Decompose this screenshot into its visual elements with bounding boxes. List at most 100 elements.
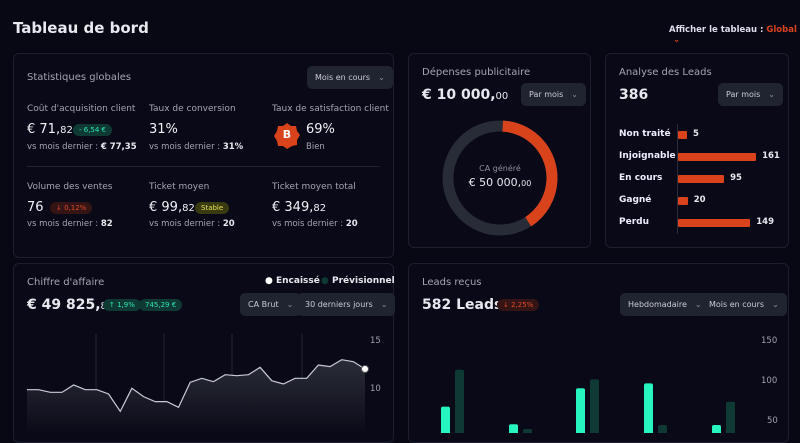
cac-value: € 71,82 xyxy=(27,122,73,137)
lead-row-label: Non traité xyxy=(619,129,671,139)
divider xyxy=(27,166,380,167)
ads-value: € 10 000,00 xyxy=(422,87,509,103)
chevron-down-icon: ⌄ xyxy=(673,35,681,45)
view-value: Global xyxy=(766,25,797,35)
lead-row-label: En cours xyxy=(619,173,663,183)
bar-previsionnel xyxy=(590,379,599,433)
chevron-down-icon: ⌄ xyxy=(380,300,388,309)
stats-title: Statistiques globales xyxy=(27,72,132,83)
bar-encaisse xyxy=(509,424,518,433)
dropdown-label: CA Brut xyxy=(248,300,279,309)
dropdown-label: Mois en cours xyxy=(709,300,765,309)
donut-center-value: € 50 000,00 xyxy=(468,176,532,189)
lead-row-label: Gagné xyxy=(619,195,652,205)
lead-bar xyxy=(678,219,751,227)
ticket-value: € 99,82 xyxy=(149,200,195,215)
bar-encaisse xyxy=(644,383,653,433)
lead-bar-value: 161 xyxy=(762,151,780,161)
bar-previsionnel xyxy=(523,429,532,433)
bar-previsionnel xyxy=(726,401,735,433)
bar-axis xyxy=(677,124,678,234)
volume-value: 76 xyxy=(27,200,44,215)
revenue-growth-badge: ↑ 1,9% xyxy=(103,299,141,311)
y-tick: 15 xyxy=(370,336,381,346)
bar-previsionnel xyxy=(658,425,667,433)
revenue-title: Chiffre d'affaire xyxy=(27,277,105,288)
y-tick: 50 xyxy=(767,416,778,426)
y-tick: 100 xyxy=(761,376,778,386)
conversion-label: Taux de conversion xyxy=(149,104,236,114)
leads-value: 582 Leads xyxy=(422,297,503,313)
view-label: Afficher le tableau : xyxy=(669,25,764,35)
line-series-encaisse xyxy=(27,359,366,413)
y-tick: 10 xyxy=(370,384,381,394)
dropdown-label: Mois en cours xyxy=(315,73,371,82)
lead-bar xyxy=(678,131,687,139)
donut-chart xyxy=(442,120,558,236)
lead-bar-value: 5 xyxy=(693,129,699,139)
lead-bar-value: 95 xyxy=(730,173,742,183)
stats-period-dropdown[interactable]: Mois en cours ⌄ xyxy=(307,66,393,89)
volume-badge: ↓ 0,12% xyxy=(50,202,93,214)
view-selector[interactable]: Afficher le tableau : Global ⌄ xyxy=(669,25,800,45)
lead-bar xyxy=(678,197,688,205)
legend-encaisse: ● Encaissé xyxy=(265,276,320,286)
lead-bar xyxy=(678,153,757,161)
ticket-total-sub: vs mois dernier : 20 xyxy=(272,219,358,229)
lead-bar xyxy=(678,175,725,183)
satisfaction-value: 69% xyxy=(306,122,335,137)
satisfaction-label: Taux de satisfaction client xyxy=(272,104,389,114)
leads-total: 386 xyxy=(619,87,649,103)
ticket-sub: vs mois dernier : 20 xyxy=(149,219,235,229)
bar-encaisse xyxy=(712,425,721,433)
page-title: Tableau de bord xyxy=(13,19,149,37)
ticket-label: Ticket moyen xyxy=(149,182,210,192)
conversion-value: 31% xyxy=(149,122,178,137)
bar-previsionnel xyxy=(455,369,464,433)
leads-frequency-dropdown[interactable]: Hebdomadaire ⌄ xyxy=(620,293,710,316)
ca-type-dropdown[interactable]: CA Brut ⌄ xyxy=(240,293,302,316)
line-area xyxy=(27,359,365,433)
volume-sub: vs mois dernier : 82 xyxy=(27,219,113,229)
bar-encaisse xyxy=(441,406,450,433)
dropdown-label: Par mois xyxy=(529,90,564,99)
revenue-amount-badge: 745,29 € xyxy=(139,299,183,311)
revenue-period-dropdown[interactable]: 30 derniers jours ⌄ xyxy=(297,293,396,316)
bar-encaisse xyxy=(576,388,585,433)
dropdown-label: 30 derniers jours xyxy=(305,300,373,309)
cac-sub: vs mois dernier : € 77,35 xyxy=(27,142,137,152)
chevron-down-icon: ⌄ xyxy=(378,73,385,82)
revenue-line-chart xyxy=(27,334,369,433)
revenue-value: € 49 825,82 xyxy=(27,297,113,313)
cac-badge: - 6,54 € xyxy=(73,124,113,136)
chevron-down-icon: ⌄ xyxy=(772,300,779,309)
ads-title: Dépenses publicitaire xyxy=(422,67,531,78)
dropdown-label: Par mois xyxy=(726,90,761,99)
line-point xyxy=(361,365,369,374)
lead-row-label: Perdu xyxy=(619,217,649,227)
grade-badge-icon: B xyxy=(273,122,301,150)
y-tick: 150 xyxy=(761,336,778,346)
leads-period-dropdown2[interactable]: Mois en cours ⌄ xyxy=(701,293,787,316)
ticket-total-value: € 349,82 xyxy=(272,200,327,215)
leads-period-dropdown[interactable]: Par mois ⌄ xyxy=(718,83,783,106)
legend-previsionnel: ● Prévisionnel xyxy=(321,276,395,286)
lead-bar-value: 149 xyxy=(756,217,774,227)
lead-bar-value: 20 xyxy=(693,195,706,205)
leads-title: Leads reçus xyxy=(422,277,482,288)
conversion-sub: vs mois dernier : 31% xyxy=(149,142,244,152)
ticket-badge: Stable xyxy=(195,202,230,214)
volume-label: Volume des ventes xyxy=(27,182,113,192)
donut-center-label: CA généré xyxy=(479,164,521,173)
leads-bar-chart xyxy=(441,369,735,433)
chevron-down-icon: ⌄ xyxy=(694,300,702,309)
ticket-total-label: Ticket moyen total xyxy=(272,182,356,192)
satisfaction-sub: Bien xyxy=(306,142,325,152)
chevron-down-icon: ⌄ xyxy=(768,90,775,99)
cac-label: Coût d'acquisition client xyxy=(27,104,136,114)
lead-row-label: Injoignable xyxy=(619,151,676,161)
chevron-down-icon: ⌄ xyxy=(571,90,578,99)
ads-period-dropdown[interactable]: Par mois ⌄ xyxy=(521,83,586,106)
leads-analysis-title: Analyse des Leads xyxy=(619,67,712,78)
chevron-down-icon: ⌄ xyxy=(286,300,294,309)
